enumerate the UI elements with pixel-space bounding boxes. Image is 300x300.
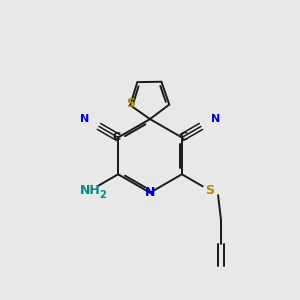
Text: N: N <box>211 114 220 124</box>
Text: S: S <box>206 184 214 197</box>
Text: C: C <box>179 133 188 142</box>
Text: S: S <box>126 97 135 110</box>
Text: N: N <box>80 114 89 124</box>
Text: 2: 2 <box>99 190 106 200</box>
Text: NH: NH <box>80 184 101 197</box>
Text: N: N <box>145 186 155 199</box>
Text: C: C <box>112 133 121 142</box>
